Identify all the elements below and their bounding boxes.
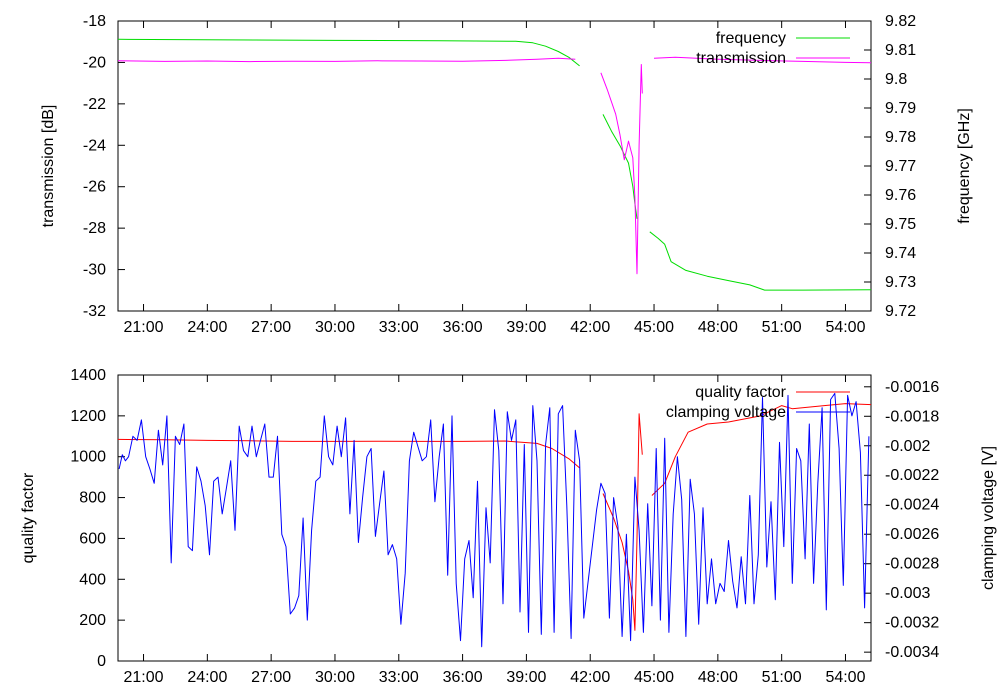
x-tick-label: 51:00	[762, 669, 802, 686]
chart-panel-1: 21:00 24:00 27:00 30:00 33:00 36:00 39:00 42:00…	[40, 13, 973, 336]
series-group	[118, 38, 871, 291]
x-tick-label: 27:00	[251, 319, 291, 336]
y2-tick-label: 9.79	[885, 100, 916, 117]
series-line-transmission	[600, 64, 643, 275]
y2-axis-title: clamping voltage [V]	[980, 446, 997, 590]
legend-label: frequency	[716, 30, 786, 47]
series-line-frequency	[649, 231, 871, 291]
y2-tick-label: -0.002	[885, 438, 930, 455]
x-tick-label: 33:00	[379, 319, 419, 336]
x-tick-label: 54:00	[825, 669, 865, 686]
y2-tick-label: -0.0018	[885, 408, 939, 425]
y-tick-label: -32	[83, 303, 106, 320]
x-tick-label: 42:00	[570, 319, 610, 336]
series-line-clamping-voltage	[118, 392, 870, 648]
x-tick-label: 24:00	[187, 669, 227, 686]
y-tick-label: -30	[83, 262, 106, 279]
y-tick-label: 0	[97, 653, 106, 670]
legend-label: quality factor	[695, 384, 786, 401]
y-tick-label: 400	[79, 571, 106, 588]
legend-label: transmission	[696, 50, 786, 67]
x-tick-label: 45:00	[634, 319, 674, 336]
x-tick-label: 48:00	[698, 669, 738, 686]
series-line-frequency	[118, 38, 580, 67]
y2-tick-label: -0.0028	[885, 556, 939, 573]
x-tick-label: 45:00	[634, 669, 674, 686]
x-tick-label: 42:00	[570, 669, 610, 686]
x-tick-label: 54:00	[825, 319, 865, 336]
y-tick-label: -26	[83, 179, 106, 196]
y-axis-title: quality factor	[20, 472, 37, 563]
y2-tick-label: -0.0026	[885, 526, 939, 543]
series-line-quality-factor	[118, 438, 580, 469]
x-tick-label: 36:00	[443, 319, 483, 336]
y2-tick-label: 9.82	[885, 13, 916, 30]
y-axis-title: transmission [dB]	[40, 105, 57, 228]
x-tick-label: 21:00	[124, 669, 164, 686]
y2-tick-label: -0.0022	[885, 467, 939, 484]
y-tick-label: 600	[79, 530, 106, 547]
series-line-transmission	[118, 57, 576, 63]
x-tick-label: 21:00	[124, 319, 164, 336]
x-tick-label: 24:00	[187, 319, 227, 336]
y2-tick-label: 9.77	[885, 158, 916, 175]
series-group	[118, 392, 871, 648]
y-tick-label: 1200	[70, 408, 106, 425]
y-tick-label: 800	[79, 490, 106, 507]
y2-axis-title: frequency [GHz]	[956, 108, 973, 224]
series-line-transmission	[653, 56, 871, 64]
x-tick-label: 33:00	[379, 669, 419, 686]
legend-label: clamping voltage	[666, 404, 786, 421]
x-tick-label: 51:00	[762, 319, 802, 336]
x-tick-label: 36:00	[443, 669, 483, 686]
y-tick-label: -20	[83, 54, 106, 71]
y2-tick-label: 9.76	[885, 187, 916, 204]
series-line-quality-factor	[651, 403, 871, 496]
y2-tick-label: 9.81	[885, 42, 916, 59]
y2-tick-label: -0.0032	[885, 615, 939, 632]
y2-tick-label: -0.0034	[885, 644, 939, 661]
y2-tick-label: 9.78	[885, 129, 916, 146]
chart-panel-2: 21:00 24:00 27:00 30:00 33:00 36:00 39:00 42:00…	[20, 367, 997, 686]
plot-frame	[117, 374, 872, 662]
y-tick-label: -24	[83, 137, 106, 154]
y2-tick-label: -0.0024	[885, 497, 939, 514]
x-tick-label: 39:00	[506, 669, 546, 686]
y2-tick-label: -0.0016	[885, 379, 939, 396]
y2-tick-label: 9.75	[885, 216, 916, 233]
y2-tick-label: 9.73	[885, 274, 916, 291]
y2-tick-label: 9.74	[885, 245, 916, 262]
y-tick-label: -22	[83, 96, 106, 113]
series-line-frequency	[602, 114, 638, 219]
y2-tick-label: 9.8	[885, 71, 907, 88]
x-tick-label: 48:00	[698, 319, 738, 336]
series-line-quality-factor	[602, 413, 643, 631]
y-tick-label: 200	[79, 612, 106, 629]
x-tick-label: 30:00	[315, 669, 355, 686]
y-tick-label: -18	[83, 13, 106, 30]
y-tick-label: 1000	[70, 449, 106, 466]
y-tick-label: 1400	[70, 367, 106, 384]
y2-tick-label: -0.003	[885, 585, 930, 602]
x-tick-label: 39:00	[506, 319, 546, 336]
x-tick-label: 27:00	[251, 669, 291, 686]
x-tick-label: 30:00	[315, 319, 355, 336]
y2-tick-label: 9.72	[885, 303, 916, 320]
y-tick-label: -28	[83, 220, 106, 237]
